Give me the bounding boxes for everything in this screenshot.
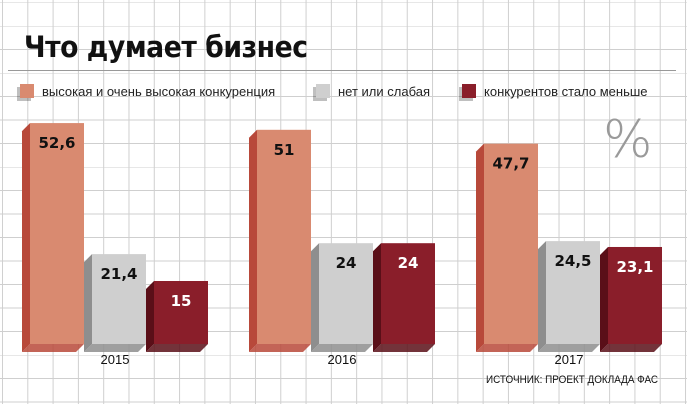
bar-value-none-2017: 24,5 <box>554 252 591 270</box>
legend-item-none: нет или слабая <box>316 80 430 102</box>
bar-less-2017 <box>608 246 662 344</box>
bar-value-high-2015: 52,6 <box>38 134 75 152</box>
legend-label-high: высокая и очень высокая конкуренция <box>42 83 276 99</box>
bar-base-less-2017 <box>600 344 662 352</box>
legend-label-none: нет или слабая <box>338 83 430 99</box>
title-divider <box>8 70 676 71</box>
bar-high-2015 <box>30 123 84 344</box>
bar-none-2015 <box>92 254 146 344</box>
bar-value-less-2017: 23,1 <box>616 258 653 276</box>
legend-label-less: конкурентов стало меньше <box>484 83 648 99</box>
legend-swatch-none <box>316 84 330 98</box>
bar-base-less-2015 <box>146 344 208 352</box>
x-tick-2016: 2016 <box>328 352 357 367</box>
bar-base-none-2015 <box>84 344 146 352</box>
bar-less-2016 <box>381 243 435 344</box>
bar-base-high-2017 <box>476 344 538 352</box>
bar-base-less-2016 <box>373 344 435 352</box>
legend-swatch-less <box>462 84 476 98</box>
bar-base-high-2016 <box>249 344 311 352</box>
bar-high-2016 <box>257 129 311 344</box>
bar-side-none-2016 <box>311 243 319 352</box>
bar-side-less-2016 <box>373 243 381 352</box>
bar-base-none-2016 <box>311 344 373 352</box>
x-tick-2015: 2015 <box>101 352 130 367</box>
bar-side-high-2017 <box>476 143 484 352</box>
bar-none-2017 <box>546 241 600 344</box>
bar-value-less-2016: 24 <box>398 254 419 272</box>
x-tick-2017: 2017 <box>555 352 584 367</box>
bar-side-none-2015 <box>84 254 92 352</box>
source-note: ИСТОЧНИК: ПРОЕКТ ДОКЛАДА ФАС <box>486 374 659 386</box>
legend-item-less: конкурентов стало меньше <box>462 80 648 102</box>
legend-item-high: высокая и очень высокая конкуренция <box>20 80 275 102</box>
bar-value-none-2016: 24 <box>336 254 357 272</box>
bar-value-none-2015: 21,4 <box>100 265 137 283</box>
bar-side-none-2017 <box>538 241 546 352</box>
bar-less-2015 <box>154 281 208 344</box>
chart-title: Что думает бизнес <box>24 30 308 64</box>
bar-value-high-2017: 47,7 <box>492 155 529 173</box>
bar-side-high-2016 <box>249 129 257 352</box>
bar-high-2017 <box>484 143 538 344</box>
bar-side-less-2017 <box>600 246 608 352</box>
bar-value-high-2016: 51 <box>274 141 295 159</box>
bar-none-2016 <box>319 243 373 344</box>
bar-base-none-2017 <box>538 344 600 352</box>
legend: высокая и очень высокая конкуренция нет … <box>14 76 684 106</box>
bar-side-high-2015 <box>22 123 30 352</box>
legend-swatch-high <box>20 84 34 98</box>
unit-label: % <box>603 110 653 170</box>
bar-value-less-2015: 15 <box>171 292 192 310</box>
bar-base-high-2015 <box>22 344 84 352</box>
bar-side-less-2015 <box>146 281 154 352</box>
